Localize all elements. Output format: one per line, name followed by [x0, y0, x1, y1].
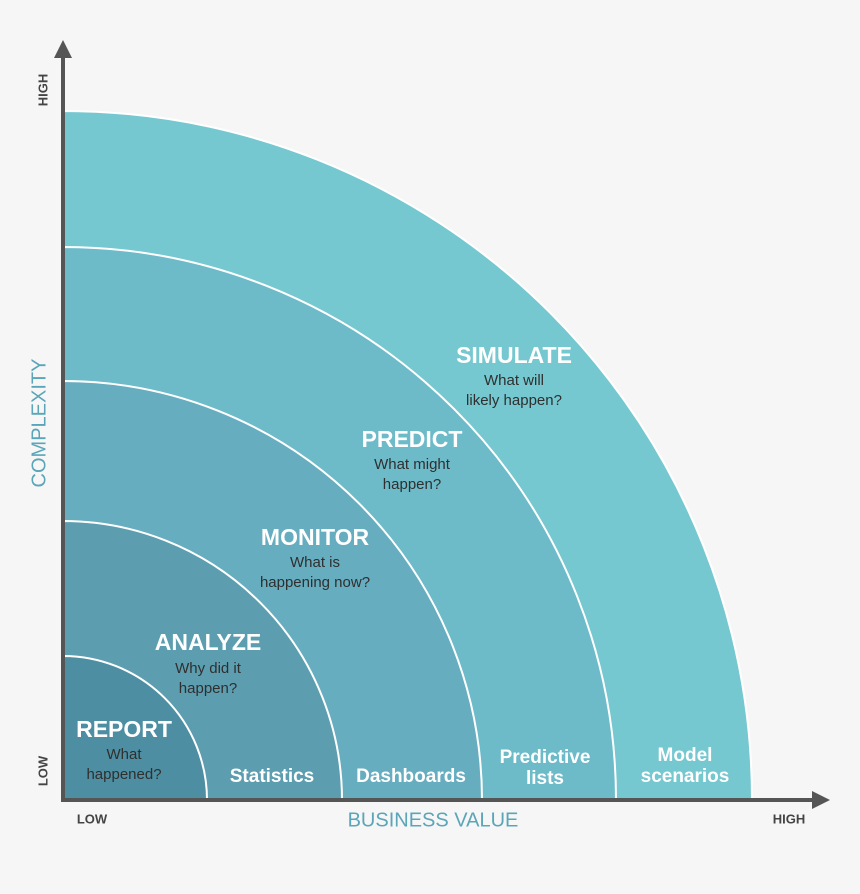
x-high: HIGH: [773, 811, 806, 826]
ring-tool: Statistics: [230, 766, 314, 787]
ring-report: [62, 654, 209, 801]
ring-question: happen?: [383, 476, 441, 493]
y-low: LOW: [35, 755, 50, 786]
x-low: LOW: [77, 811, 108, 826]
x-arrow: [812, 791, 830, 809]
ring-question: Why did it: [175, 660, 242, 677]
ring-tool: scenarios: [641, 766, 730, 787]
ring-title: MONITOR: [261, 524, 370, 550]
x-title: BUSINESS VALUE: [348, 809, 519, 831]
ring-question: What might: [374, 456, 451, 473]
y-high: HIGH: [35, 74, 50, 107]
ring-labels: REPORT What happened? ANALYZE Why did it happ…: [76, 342, 729, 789]
y-title: COMPLEXITY: [28, 359, 50, 488]
rings: [62, 109, 754, 801]
ring-tool: lists: [526, 768, 564, 789]
ring-title: ANALYZE: [155, 629, 262, 655]
ring-title: PREDICT: [362, 426, 463, 452]
ring-tool: Model: [658, 745, 713, 766]
ring-title: REPORT: [76, 716, 172, 742]
ring-title: SIMULATE: [456, 342, 572, 368]
ring-question: happen?: [179, 680, 237, 697]
ring-question: happening now?: [260, 574, 370, 591]
ring-question: likely happen?: [466, 392, 562, 409]
ring-tool: Predictive: [500, 747, 591, 768]
ring-tool: Dashboards: [356, 766, 466, 787]
y-arrow: [54, 40, 72, 58]
ring-question: What is: [290, 554, 340, 571]
axes: [54, 40, 830, 809]
ring-question: happened?: [86, 766, 161, 783]
ring-question: What: [106, 746, 142, 763]
ring-question: What will: [484, 372, 544, 389]
